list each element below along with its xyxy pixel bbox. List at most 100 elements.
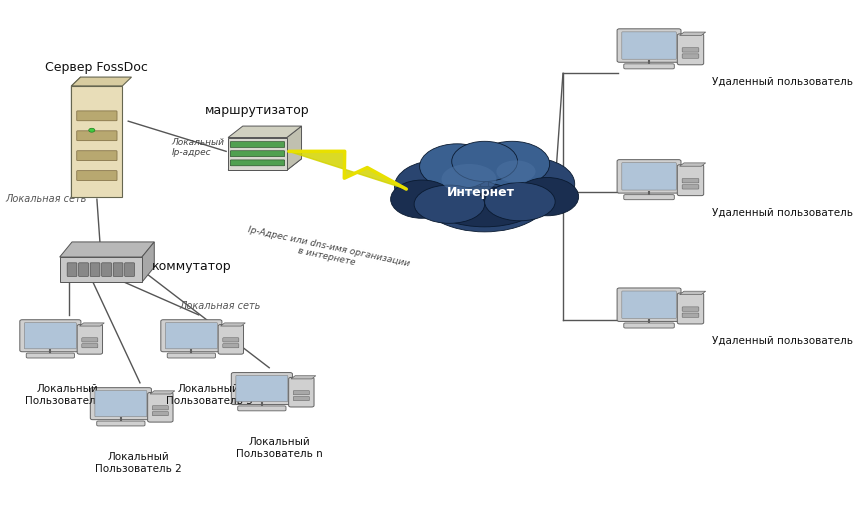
- FancyBboxPatch shape: [293, 397, 310, 401]
- FancyBboxPatch shape: [293, 391, 310, 395]
- Polygon shape: [228, 160, 302, 171]
- FancyBboxPatch shape: [153, 412, 168, 416]
- Ellipse shape: [485, 183, 555, 221]
- FancyBboxPatch shape: [231, 161, 284, 167]
- Text: Локальный
Пользователь 2: Локальный Пользователь 2: [95, 451, 182, 473]
- Ellipse shape: [418, 157, 551, 232]
- FancyBboxPatch shape: [622, 33, 676, 60]
- FancyBboxPatch shape: [617, 30, 681, 63]
- FancyBboxPatch shape: [617, 288, 681, 322]
- Text: коммутатор: коммутатор: [152, 260, 231, 273]
- FancyBboxPatch shape: [97, 421, 145, 426]
- FancyBboxPatch shape: [81, 344, 98, 348]
- FancyBboxPatch shape: [114, 263, 123, 277]
- FancyBboxPatch shape: [231, 142, 284, 148]
- Polygon shape: [680, 291, 706, 295]
- FancyBboxPatch shape: [77, 132, 117, 141]
- FancyBboxPatch shape: [623, 323, 675, 328]
- Ellipse shape: [516, 178, 578, 216]
- FancyBboxPatch shape: [77, 152, 117, 161]
- FancyBboxPatch shape: [77, 171, 117, 181]
- Ellipse shape: [497, 161, 536, 183]
- Text: Локальный
Ip-адрес: Локальный Ip-адрес: [172, 137, 225, 157]
- FancyBboxPatch shape: [623, 195, 675, 200]
- Text: Удаленный пользователь: Удаленный пользователь: [712, 207, 853, 217]
- Text: Локальная сеть: Локальная сеть: [179, 300, 260, 310]
- FancyBboxPatch shape: [623, 65, 675, 70]
- FancyBboxPatch shape: [289, 378, 314, 407]
- Polygon shape: [291, 376, 316, 379]
- FancyBboxPatch shape: [231, 152, 284, 158]
- FancyBboxPatch shape: [90, 263, 100, 277]
- Ellipse shape: [434, 187, 536, 227]
- FancyBboxPatch shape: [26, 354, 75, 358]
- FancyBboxPatch shape: [79, 263, 88, 277]
- FancyBboxPatch shape: [223, 338, 239, 342]
- Polygon shape: [60, 242, 154, 258]
- FancyBboxPatch shape: [682, 55, 699, 59]
- Polygon shape: [228, 127, 302, 138]
- Text: Локальная сеть: Локальная сеть: [5, 193, 87, 204]
- Polygon shape: [289, 152, 407, 190]
- Text: Локальный
Пользователь 1: Локальный Пользователь 1: [24, 383, 111, 406]
- Polygon shape: [71, 78, 132, 87]
- FancyBboxPatch shape: [67, 263, 77, 277]
- FancyBboxPatch shape: [153, 406, 168, 410]
- FancyBboxPatch shape: [77, 325, 102, 355]
- FancyBboxPatch shape: [223, 344, 239, 348]
- Ellipse shape: [420, 144, 495, 190]
- Ellipse shape: [452, 142, 518, 182]
- FancyBboxPatch shape: [677, 293, 704, 324]
- Polygon shape: [71, 78, 81, 197]
- Polygon shape: [287, 127, 302, 171]
- Polygon shape: [220, 323, 245, 326]
- FancyBboxPatch shape: [677, 35, 704, 66]
- FancyBboxPatch shape: [231, 373, 292, 405]
- FancyBboxPatch shape: [20, 320, 81, 352]
- FancyBboxPatch shape: [166, 323, 218, 349]
- Polygon shape: [80, 323, 104, 326]
- FancyBboxPatch shape: [24, 323, 76, 349]
- Text: Интернет: Интернет: [447, 186, 515, 199]
- Polygon shape: [228, 138, 287, 171]
- FancyBboxPatch shape: [167, 354, 216, 358]
- Ellipse shape: [488, 159, 575, 211]
- Text: Сервер FossDoc: Сервер FossDoc: [45, 61, 148, 74]
- Text: Локальный
Пользователь n: Локальный Пользователь n: [236, 436, 323, 458]
- FancyBboxPatch shape: [622, 163, 676, 191]
- Ellipse shape: [391, 181, 453, 219]
- FancyBboxPatch shape: [682, 48, 699, 53]
- Ellipse shape: [474, 142, 550, 187]
- FancyBboxPatch shape: [238, 406, 286, 411]
- Ellipse shape: [441, 165, 497, 195]
- FancyBboxPatch shape: [160, 320, 222, 352]
- Circle shape: [88, 129, 95, 133]
- Polygon shape: [71, 87, 122, 197]
- FancyBboxPatch shape: [101, 263, 112, 277]
- FancyBboxPatch shape: [77, 112, 117, 122]
- FancyBboxPatch shape: [81, 338, 98, 342]
- FancyBboxPatch shape: [682, 179, 699, 183]
- FancyBboxPatch shape: [218, 325, 244, 355]
- Polygon shape: [150, 391, 175, 394]
- FancyBboxPatch shape: [682, 314, 699, 318]
- Polygon shape: [680, 33, 706, 36]
- Text: маршрутизатор: маршрутизатор: [205, 104, 310, 117]
- Text: Удаленный пользователь: Удаленный пользователь: [712, 335, 853, 345]
- Polygon shape: [680, 164, 706, 167]
- FancyBboxPatch shape: [682, 185, 699, 190]
- Text: Локальный
Пользователь 3: Локальный Пользователь 3: [166, 383, 252, 406]
- FancyBboxPatch shape: [147, 393, 173, 422]
- Ellipse shape: [394, 161, 480, 213]
- FancyBboxPatch shape: [90, 388, 152, 420]
- FancyBboxPatch shape: [682, 307, 699, 312]
- FancyBboxPatch shape: [236, 376, 288, 402]
- Polygon shape: [60, 258, 142, 283]
- Text: Ip-Адрес или dns-имя организации
в интернете: Ip-Адрес или dns-имя организации в интер…: [245, 225, 411, 278]
- FancyBboxPatch shape: [677, 166, 704, 196]
- FancyBboxPatch shape: [95, 391, 147, 417]
- FancyBboxPatch shape: [617, 160, 681, 194]
- FancyBboxPatch shape: [622, 291, 676, 319]
- Polygon shape: [142, 242, 154, 283]
- Ellipse shape: [414, 186, 485, 224]
